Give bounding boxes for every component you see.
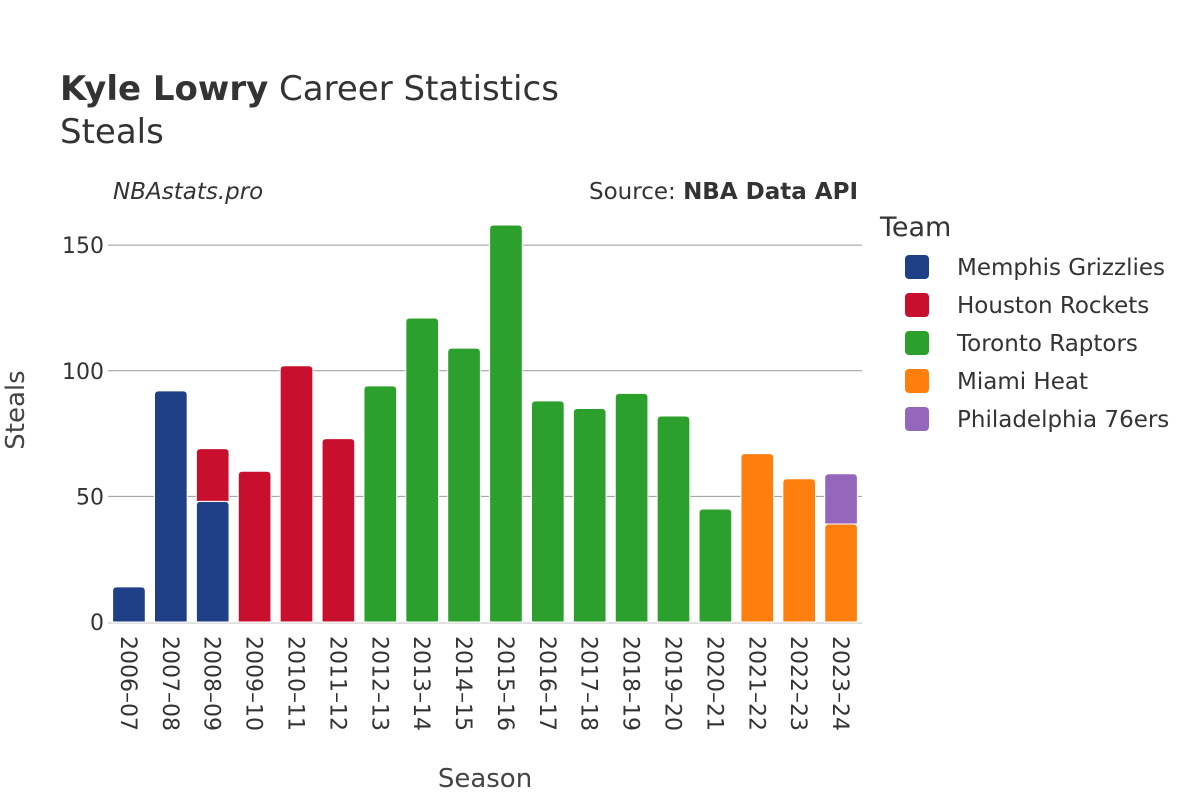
- x-tick-label: 2007–08: [157, 636, 182, 731]
- x-tick-label: 2023–24: [827, 636, 852, 731]
- legend-label: Miami Heat: [957, 369, 1088, 395]
- bar-toronto-raptors-2015–16[interactable]: [489, 224, 523, 623]
- y-tick-labels: 0 50 100 150: [62, 234, 104, 636]
- bar-toronto-raptors-2012–13[interactable]: [363, 385, 398, 623]
- legend-item[interactable]: Houston Rockets: [905, 293, 1149, 319]
- bar-toronto-raptors-2014–15[interactable]: [447, 347, 481, 623]
- source-prefix: Source:: [589, 179, 683, 205]
- bar-philadelphia-76ers-2023–24[interactable]: [824, 473, 858, 525]
- x-axis-title: Season: [438, 764, 532, 794]
- x-tick-label: 2021–22: [743, 636, 768, 731]
- x-tick-label: 2016–17: [534, 636, 559, 731]
- x-tick-label: 2022–23: [785, 636, 810, 731]
- bars: [112, 224, 858, 623]
- source-name: NBA Data API: [683, 179, 858, 205]
- x-tick-label: 2018–19: [618, 636, 643, 731]
- bar-memphis-grizzlies-2008–09[interactable]: [195, 500, 230, 623]
- legend-swatch: [905, 293, 929, 317]
- x-tick-label: 2015–16: [492, 636, 517, 731]
- bar-memphis-grizzlies-2007–08[interactable]: [153, 390, 188, 623]
- bar-toronto-raptors-2016–17[interactable]: [530, 400, 565, 623]
- bar-houston-rockets-2008–09[interactable]: [195, 448, 230, 502]
- x-tick-label: 2014–15: [450, 636, 475, 731]
- bar-toronto-raptors-2019–20[interactable]: [656, 415, 691, 623]
- legend-title: Team: [879, 212, 951, 243]
- bar-miami-heat-2022–23[interactable]: [782, 478, 817, 623]
- bar-memphis-grizzlies-2006–07[interactable]: [112, 586, 146, 623]
- legend-swatch: [905, 369, 929, 393]
- bar-toronto-raptors-2018–19[interactable]: [614, 392, 649, 623]
- chart-title-rest: Career Statistics: [268, 69, 559, 109]
- y-tick-label: 0: [90, 611, 104, 636]
- legend-item[interactable]: Memphis Grizzlies: [905, 255, 1165, 281]
- legend-label: Philadelphia 76ers: [957, 407, 1169, 433]
- bar-toronto-raptors-2020–21[interactable]: [698, 508, 733, 623]
- x-tick-label: 2010–11: [283, 636, 308, 731]
- bar-toronto-raptors-2017–18[interactable]: [572, 407, 607, 623]
- bar-miami-heat-2021–22[interactable]: [740, 453, 775, 623]
- x-tick-label: 2012–13: [366, 636, 391, 731]
- x-tick-label: 2013–14: [408, 636, 433, 731]
- bar-houston-rockets-2009–10[interactable]: [237, 470, 272, 623]
- bar-toronto-raptors-2013–14[interactable]: [405, 317, 440, 623]
- y-tick-label: 50: [76, 485, 104, 510]
- x-tick-label: 2011–12: [324, 636, 349, 731]
- x-tick-label: 2019–20: [660, 636, 685, 731]
- x-tick-label: 2017–18: [576, 636, 601, 731]
- legend-swatch: [905, 255, 929, 279]
- x-tick-label: 2020–21: [701, 636, 726, 731]
- bar-houston-rockets-2010–11[interactable]: [279, 365, 314, 623]
- source-credit: Source: NBA Data API: [589, 179, 858, 205]
- y-tick-label: 150: [62, 234, 104, 259]
- x-tick-label: 2008–09: [199, 636, 224, 731]
- legend-label: Memphis Grizzlies: [957, 255, 1165, 281]
- x-tick-label: 2006–07: [115, 636, 140, 731]
- legend-label: Toronto Raptors: [956, 331, 1138, 357]
- bar-houston-rockets-2011–12[interactable]: [321, 438, 356, 623]
- legend-label: Houston Rockets: [957, 293, 1149, 319]
- y-tick-label: 100: [62, 360, 104, 385]
- legend-items: Memphis Grizzlies Houston Rockets Toronto …: [905, 255, 1169, 433]
- gridlines: [108, 244, 862, 624]
- bar-miami-heat-2023–24[interactable]: [824, 523, 858, 623]
- legend-item[interactable]: Philadelphia 76ers: [905, 407, 1169, 433]
- x-tick-label: 2009–10: [241, 636, 266, 731]
- legend-swatch: [905, 331, 929, 355]
- legend-item[interactable]: Miami Heat: [905, 369, 1088, 395]
- legend-item[interactable]: Toronto Raptors: [905, 331, 1138, 357]
- y-axis-title: Steals: [1, 370, 31, 449]
- chart-subtitle: Steals: [60, 112, 164, 152]
- legend: Team Memphis Grizzlies Houston Rockets Tor…: [879, 212, 1169, 433]
- site-credit: NBAstats.pro: [113, 179, 263, 205]
- chart-title: Kyle Lowry Career Statistics: [60, 69, 559, 109]
- legend-swatch: [905, 407, 929, 431]
- x-tick-labels: 2006–07 2007–08 2008–09 2009–10 2010–11 2011–…: [115, 636, 852, 731]
- chart-title-bold: Kyle Lowry: [60, 69, 268, 109]
